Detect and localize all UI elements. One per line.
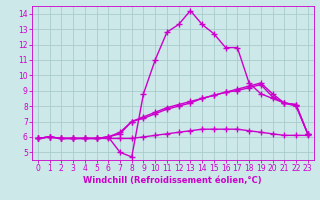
X-axis label: Windchill (Refroidissement éolien,°C): Windchill (Refroidissement éolien,°C)	[84, 176, 262, 185]
